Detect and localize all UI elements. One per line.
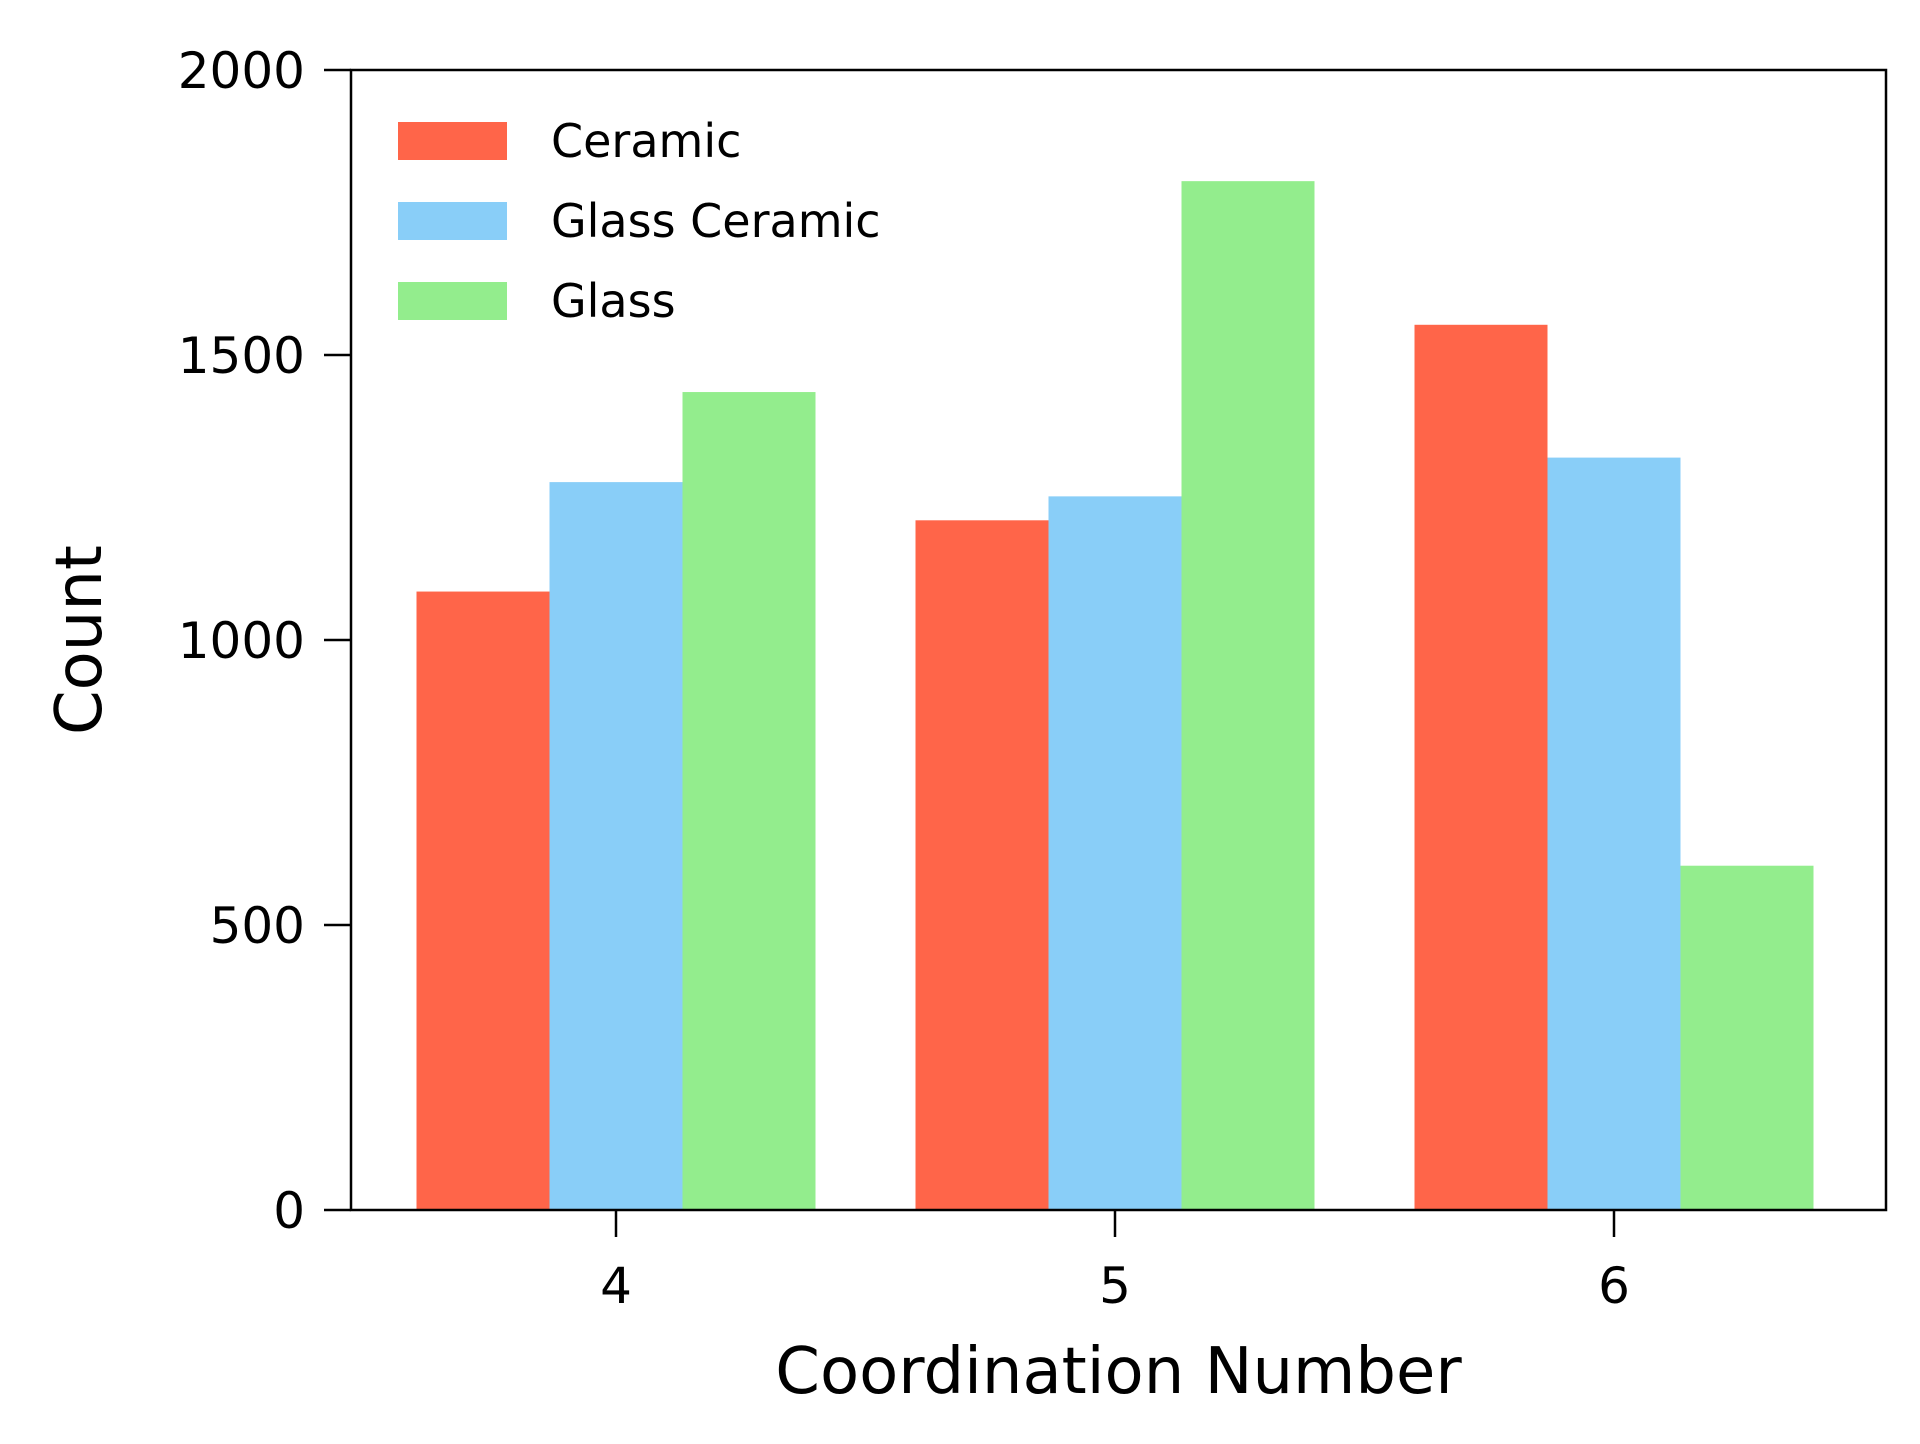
y-tick-label: 1500 [178, 327, 305, 385]
bar-glass-6 [1680, 865, 1814, 1210]
x-tick-label: 6 [1598, 1257, 1630, 1315]
legend-label: Glass Ceramic [551, 194, 881, 248]
bars-layer [416, 181, 1814, 1211]
y-tick-label: 0 [273, 1182, 305, 1240]
y-axis-label: Count [43, 545, 117, 735]
bar-glass-5 [1181, 181, 1315, 1210]
legend: Ceramic Glass Ceramic Glass [398, 114, 881, 328]
y-tick-label: 1000 [178, 612, 305, 670]
bar-glass-4 [682, 392, 816, 1210]
y-tick-label: 500 [210, 897, 305, 955]
legend-swatch [398, 202, 507, 240]
bar-ceramic-5 [915, 520, 1049, 1210]
legend-swatch [398, 122, 507, 160]
x-axis-label: Coordination Number [775, 1335, 1462, 1409]
x-tick-label: 4 [600, 1257, 632, 1315]
bar-glass-ceramic-6 [1547, 457, 1681, 1211]
x-axis-ticks: 4 5 6 [600, 1210, 1630, 1315]
bar-ceramic-4 [416, 591, 550, 1210]
bar-glass-ceramic-5 [1048, 496, 1182, 1210]
legend-label: Glass [551, 274, 676, 328]
bar-glass-ceramic-4 [549, 482, 683, 1210]
y-axis-ticks: 0 500 1000 1500 2000 [178, 42, 351, 1240]
legend-swatch [398, 282, 507, 320]
x-tick-label: 5 [1099, 1257, 1131, 1315]
y-tick-label: 2000 [178, 42, 305, 100]
bar-ceramic-6 [1414, 324, 1548, 1210]
legend-label: Ceramic [551, 114, 741, 168]
